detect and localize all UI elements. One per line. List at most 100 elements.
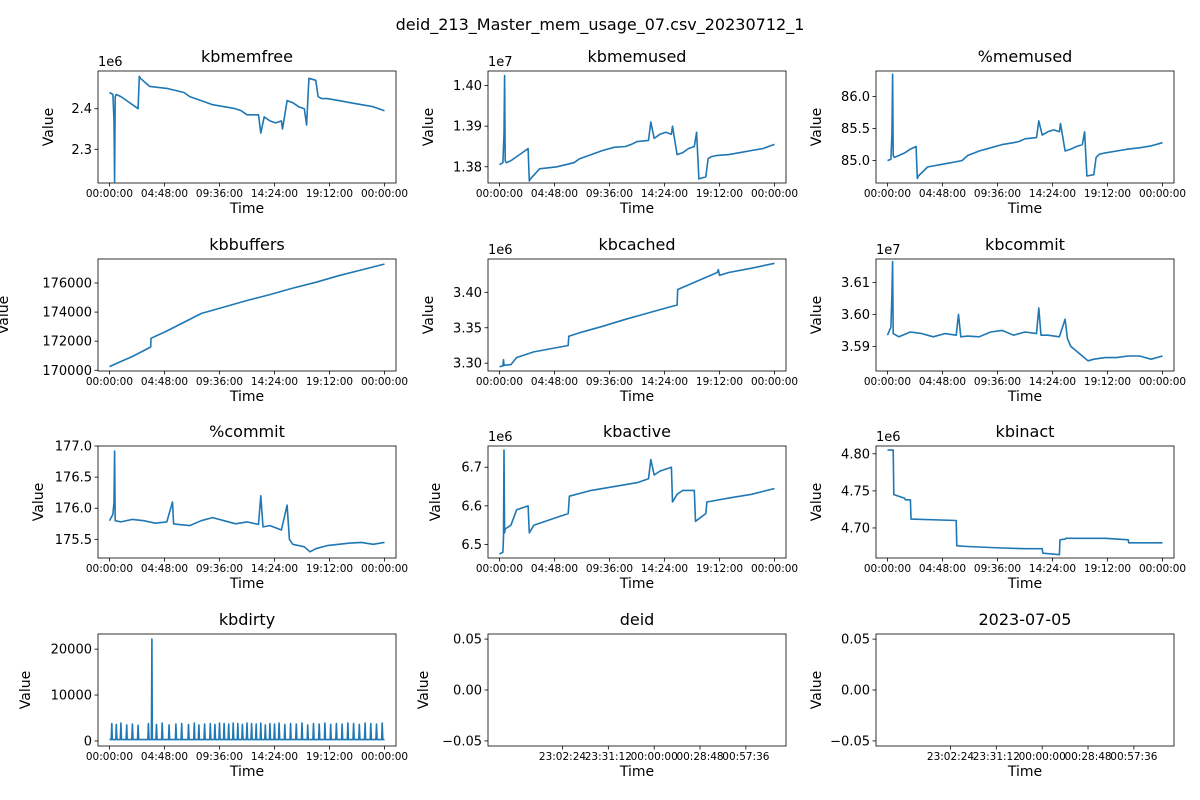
x-tick-label: 14:24:00: [641, 188, 688, 200]
y-tick-label: 4.70: [841, 521, 870, 536]
series-line: [499, 449, 775, 555]
subplot-0: kbmemfree 1e6 2.3 2.4 00:00:00 04:48:00 09:36:…: [41, 47, 408, 217]
x-tick-label: 04:48:00: [531, 188, 578, 200]
y-axis-label: Value: [809, 296, 825, 334]
x-tick-label: 04:48:00: [531, 563, 578, 575]
y-tick-label: 0.05: [453, 633, 482, 648]
x-axis-label: Time: [1007, 576, 1042, 592]
x-tick-label: 09:36:00: [196, 188, 243, 200]
series-group: [499, 262, 775, 368]
x-tick-label: 09:36:00: [974, 188, 1021, 200]
subplot-4: kbcached 1e6 3.30 3.35 3.40 00:00:00 04:48:00 0…: [421, 235, 798, 405]
x-tick-label: 00:28:48: [676, 751, 723, 763]
axis-multiplier: 1e7: [488, 55, 513, 70]
x-axis-label: Time: [619, 576, 654, 592]
y-tick-label: 176.0: [55, 502, 92, 517]
subplot-title: deid: [620, 610, 655, 629]
subplot-title: kbmemfree: [201, 47, 293, 66]
y-tick-label: 3.35: [453, 321, 482, 336]
x-tick-label: 09:36:00: [196, 376, 243, 388]
x-axis-label: Time: [619, 201, 654, 217]
axis-multiplier: 1e6: [488, 243, 513, 258]
x-tick-label: 04:48:00: [141, 188, 188, 200]
x-axis-label: Time: [229, 576, 264, 592]
plot-frame: [875, 70, 1175, 184]
x-tick-label: 00:00:00: [86, 376, 133, 388]
series-group: [499, 449, 775, 555]
subplot-10: deid −0.05 0.00 0.05 23:02:2423:31:1200:00:0…: [416, 610, 787, 780]
y-tick-label: 177.0: [55, 440, 92, 455]
y-tick-label: 20000: [51, 643, 92, 658]
series-line: [886, 260, 1163, 362]
subplot-title: kbbuffers: [209, 235, 285, 254]
x-tick-label: 00:00:00: [86, 751, 133, 763]
plot-frame: [487, 70, 787, 184]
x-axis-label: Time: [1007, 389, 1042, 405]
y-tick-label: 174000: [42, 306, 92, 321]
y-tick-label: 1.40: [453, 79, 482, 94]
x-tick-label: 00:00:00: [1139, 188, 1186, 200]
x-tick-label: 04:48:00: [141, 563, 188, 575]
y-tick-label: 1.39: [453, 120, 482, 135]
x-tick-label: 00:00:00: [751, 563, 798, 575]
x-tick-label: 14:24:00: [251, 751, 298, 763]
subplot-title: 2023-07-05: [979, 610, 1072, 629]
x-tick-label: 00:00:00: [751, 376, 798, 388]
x-axis-label: Time: [1007, 764, 1042, 780]
series-line: [109, 75, 385, 183]
plot-frame: [97, 445, 397, 559]
y-tick-label: 6.5: [461, 538, 482, 553]
series-line: [499, 74, 775, 182]
x-axis-label: Time: [1007, 201, 1042, 217]
y-tick-label: 86.0: [841, 90, 870, 105]
y-tick-label: 0: [84, 734, 92, 749]
y-tick-label: 4.80: [841, 447, 870, 462]
y-tick-label: 176000: [42, 277, 92, 292]
plot-frame: [875, 258, 1175, 372]
x-axis-label: Time: [229, 201, 264, 217]
x-tick-label: 14:24:00: [251, 563, 298, 575]
x-tick-label: 19:12:00: [306, 563, 353, 575]
figure-title: deid_213_Master_mem_usage_07.csv_2023071…: [396, 15, 805, 35]
y-axis-label: Value: [421, 108, 437, 146]
x-tick-label: 23:31:12: [973, 751, 1020, 763]
x-tick-label: 00:00:00: [476, 188, 523, 200]
x-tick-label: 19:12:00: [1084, 376, 1131, 388]
series-group: [109, 638, 385, 741]
series-group: [108, 450, 385, 553]
y-tick-label: 2.4: [71, 102, 92, 117]
subplot-title: %commit: [209, 422, 285, 441]
y-tick-label: −0.05: [442, 734, 482, 749]
y-tick-label: 175.5: [55, 533, 92, 548]
y-tick-label: 3.40: [453, 286, 482, 301]
series-line: [887, 73, 1163, 180]
y-tick-label: 85.0: [841, 154, 870, 169]
x-axis-label: Time: [229, 389, 264, 405]
x-tick-label: 00:00:00: [86, 188, 133, 200]
x-tick-label: 23:31:12: [585, 751, 632, 763]
x-tick-label: 00:00:00: [361, 563, 408, 575]
subplot-title: kbinact: [996, 422, 1055, 441]
x-tick-label: 00:00:00: [864, 563, 911, 575]
y-tick-label: 0.00: [841, 684, 870, 699]
plot-frame: [97, 70, 397, 184]
x-tick-label: 14:24:00: [1029, 188, 1076, 200]
x-axis-label: Time: [619, 389, 654, 405]
y-axis-label: Value: [416, 671, 432, 709]
x-tick-label: 00:00:00: [476, 376, 523, 388]
y-axis-label: Value: [428, 483, 444, 521]
x-tick-label: 04:48:00: [919, 376, 966, 388]
y-tick-label: 4.75: [841, 484, 870, 499]
y-tick-label: 2.3: [71, 143, 92, 158]
y-tick-label: 0.00: [453, 684, 482, 699]
y-tick-label: 172000: [42, 335, 92, 350]
subplot-1: kbmemused 1e7 1.38 1.39 1.40 00:00:00 04:48:00…: [421, 47, 798, 217]
subplot-2: %memused 85.0 85.5 86.0 00:00:00 04:48:00 09:3…: [809, 47, 1186, 217]
x-tick-label: 19:12:00: [696, 563, 743, 575]
y-axis-label: Value: [421, 296, 437, 334]
x-tick-label: 09:36:00: [196, 751, 243, 763]
axis-multiplier: 1e6: [876, 430, 901, 445]
y-axis-label: Value: [31, 483, 47, 521]
x-tick-label: 04:48:00: [141, 751, 188, 763]
subplot-title: %memused: [978, 47, 1073, 66]
